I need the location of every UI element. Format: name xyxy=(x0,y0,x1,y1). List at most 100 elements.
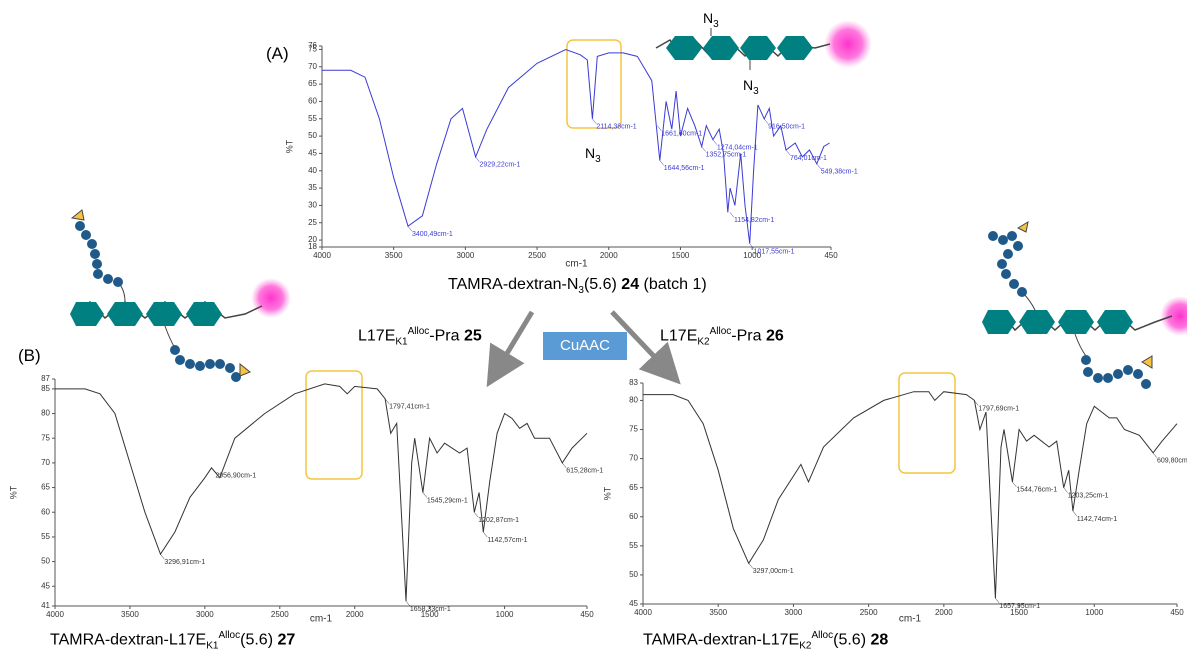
peak-leader xyxy=(160,554,165,560)
x-tick-label: 3000 xyxy=(456,251,474,260)
y-tick-label: 60 xyxy=(308,97,317,106)
arrow xyxy=(486,310,535,388)
panel-label: (B) xyxy=(18,346,41,365)
peak-leader xyxy=(748,563,753,569)
peak-label: 3400,49cm-1 xyxy=(412,231,453,238)
reagent-sup: Alloc xyxy=(709,326,732,337)
x-axis-label: cm-1 xyxy=(310,614,333,625)
x-tick-label: 1500 xyxy=(672,251,690,260)
highlight-box xyxy=(305,370,363,480)
peak-leader xyxy=(475,156,480,163)
y-tick-label: 87 xyxy=(41,374,50,383)
peak-leader xyxy=(974,400,979,406)
y-tick-label: 80 xyxy=(41,409,50,418)
peak-label: 1657,95cm-1 xyxy=(999,603,1040,610)
y-tick-label: 55 xyxy=(629,541,638,550)
x-tick-label: 2000 xyxy=(346,610,364,619)
peak-label: 1544,76cm-1 xyxy=(1016,487,1057,494)
y-tick-label: 60 xyxy=(41,507,50,516)
method-label: CuAAC xyxy=(543,332,627,360)
compound-number: 28 xyxy=(870,631,889,649)
x-tick-label: 1500 xyxy=(1010,608,1028,617)
azide-label: N3 xyxy=(743,77,759,97)
highlight-box xyxy=(566,39,622,129)
peak-label: 1142,74cm-1 xyxy=(1077,516,1117,523)
peak-leader xyxy=(483,531,488,538)
caption-suffix: (5.6) xyxy=(833,631,871,649)
compound-number: 24 xyxy=(621,276,640,293)
peak-label: 615,28cm-1 xyxy=(566,468,603,475)
peak-leader xyxy=(729,212,735,218)
compound-number: 25 xyxy=(463,327,482,345)
x-axis-label: cm-1 xyxy=(565,259,588,270)
peak-label: 1797,41cm-1 xyxy=(389,404,430,411)
reagent-sub: K1 xyxy=(395,336,408,348)
peak-leader xyxy=(384,398,390,404)
y-tick-label: 20 xyxy=(308,235,317,244)
y-tick-label: 83 xyxy=(629,378,638,387)
peak-leader xyxy=(785,149,791,156)
y-tick-label: 25 xyxy=(308,218,317,227)
caption-sup: Alloc xyxy=(811,630,834,641)
x-tick-label: 2000 xyxy=(935,608,953,617)
azide-sub: 3 xyxy=(595,153,601,165)
peak-leader xyxy=(1012,481,1017,488)
reagent-prefix: L17E xyxy=(660,327,698,345)
caption-suffix: (5.6) xyxy=(240,631,278,649)
caption: TAMRA-dextran-L17EK1Alloc(5.6) 27 xyxy=(50,630,295,652)
y-tick-label: 70 xyxy=(41,458,50,467)
peak-leader xyxy=(211,467,216,473)
x-tick-label: 1000 xyxy=(496,610,514,619)
x-tick-label: 3500 xyxy=(121,610,139,619)
x-tick-label: 3000 xyxy=(785,608,803,617)
y-tick-label: 18 xyxy=(308,242,317,251)
peak-label: 1274,04cm-1 xyxy=(717,144,758,151)
y-tick-label: 65 xyxy=(41,483,50,492)
x-tick-label: 4000 xyxy=(313,251,331,260)
y-tick-label: 50 xyxy=(308,131,317,140)
peak-label: 3296,91cm-1 xyxy=(164,559,205,566)
reagent-sub: K2 xyxy=(697,336,710,348)
peak-label: 2956,90cm-1 xyxy=(215,473,256,480)
caption: TAMRA-dextran-N3(5.6) 24 (batch 1) xyxy=(448,276,707,296)
reagent: L17EK2Alloc-Pra 26 xyxy=(660,326,784,348)
peak-label: 1545,29cm-1 xyxy=(427,497,468,504)
compound-number: 27 xyxy=(277,631,296,649)
y-tick-label: 80 xyxy=(629,396,638,405)
caption-prefix: TAMRA-dextran-N xyxy=(448,276,579,293)
azide-symbol: N xyxy=(585,145,596,161)
reagent-suffix: -Pra xyxy=(731,327,766,345)
peak-label: 764,01cm-1 xyxy=(790,155,827,162)
y-tick-label: 45 xyxy=(41,581,50,590)
peak-leader xyxy=(995,598,1000,604)
peak-label: 1142,57cm-1 xyxy=(487,537,527,544)
caption-note: (batch 1) xyxy=(639,276,707,293)
peptide-dextran-molecule xyxy=(982,220,1187,389)
peak-label: 2114,38cm-1 xyxy=(596,124,636,131)
peptide-dextran-molecule xyxy=(70,209,291,382)
y-tick-label: 30 xyxy=(308,201,317,210)
x-tick-label: 1000 xyxy=(1085,608,1103,617)
azide-symbol: N xyxy=(743,77,754,93)
peak-leader xyxy=(659,160,664,166)
peak-leader xyxy=(473,512,479,518)
x-tick-label: 1000 xyxy=(743,251,761,260)
azide-symbol: N xyxy=(703,10,714,26)
peak-leader xyxy=(1063,487,1068,493)
y-tick-label: 70 xyxy=(629,454,638,463)
y-tick-label: 50 xyxy=(629,570,638,579)
x-tick-label: 450 xyxy=(580,610,594,619)
peak-label: 609,80cm-1 xyxy=(1157,458,1187,465)
azide-sub: 3 xyxy=(713,18,719,30)
x-tick-label: 2500 xyxy=(271,610,289,619)
y-axis-label: %T xyxy=(8,485,18,499)
panel-label: (A) xyxy=(266,44,289,63)
y-tick-label: 45 xyxy=(629,599,638,608)
peak-leader xyxy=(712,139,718,145)
peak-leader xyxy=(1072,510,1077,517)
x-tick-label: 2500 xyxy=(528,251,546,260)
y-tick-label: 65 xyxy=(629,483,638,492)
peak-leader xyxy=(763,118,769,124)
peak-leader xyxy=(562,462,567,469)
